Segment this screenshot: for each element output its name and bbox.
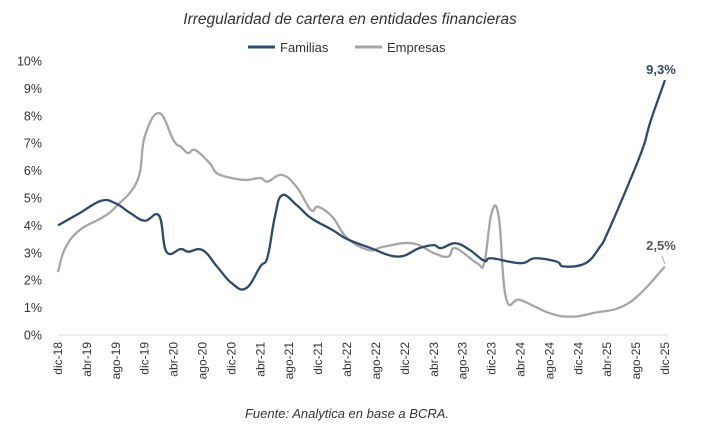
y-tick-label: 0% <box>24 329 42 343</box>
end-label-familias: 9,3% <box>646 62 676 77</box>
legend-label-empresas: Empresas <box>387 40 446 55</box>
y-axis: 0% 1% 2% 3% 4% 5% 6% 7% 8% 9% 10% <box>17 55 42 343</box>
x-tick-label: abr-24 <box>513 342 527 377</box>
x-tick-label: dic-23 <box>485 342 499 375</box>
x-tick-label: dic-24 <box>571 342 585 375</box>
x-tick-label: ago-22 <box>369 342 383 380</box>
legend: Familias Empresas <box>248 40 446 55</box>
x-tick-label: dic-25 <box>658 342 672 375</box>
x-tick-label: dic-21 <box>311 342 325 375</box>
y-tick-label: 10% <box>17 55 42 69</box>
y-tick-label: 6% <box>24 164 42 178</box>
x-tick-label: ago-19 <box>109 342 123 380</box>
legend-label-familias: Familias <box>280 40 329 55</box>
source-note: Fuente: Analytica en base a BCRA. <box>245 406 449 421</box>
x-tick-label: ago-20 <box>196 342 210 380</box>
x-tick-label: dic-19 <box>138 342 152 375</box>
series-line-empresas <box>56 111 666 318</box>
y-tick-label: 2% <box>24 274 42 288</box>
x-axis: dic-18 abr-19 ago-19 dic-19 abr-20 ago-20 dic-… <box>51 342 672 380</box>
x-tick-label: ago-24 <box>542 342 556 380</box>
x-tick-label: abr-25 <box>600 342 614 377</box>
x-tick-label: abr-21 <box>253 342 267 377</box>
y-tick-label: 1% <box>24 301 42 315</box>
x-tick-label: dic-18 <box>51 342 65 375</box>
y-tick-label: 5% <box>24 192 42 206</box>
x-tick-label: abr-23 <box>427 342 441 377</box>
end-label-leader-empresas <box>661 255 666 265</box>
x-tick-label: ago-23 <box>456 342 470 380</box>
x-tick-label: ago-21 <box>282 342 296 380</box>
end-label-empresas: 2,5% <box>646 238 676 253</box>
y-tick-label: 8% <box>24 109 42 123</box>
x-tick-label: abr-22 <box>340 342 354 377</box>
y-tick-label: 9% <box>24 82 42 96</box>
chart-title: Irregularidad de cartera en entidades fi… <box>183 11 517 28</box>
x-tick-label: dic-22 <box>398 342 412 375</box>
y-tick-label: 4% <box>24 219 42 233</box>
series-lines <box>56 79 667 318</box>
x-tick-label: dic-20 <box>224 342 238 375</box>
y-tick-label: 3% <box>24 246 42 260</box>
series-line-familias <box>57 79 667 291</box>
x-tick-label: abr-20 <box>167 342 181 377</box>
x-tick-label: abr-19 <box>80 342 94 377</box>
y-tick-label: 7% <box>24 137 42 151</box>
x-tick-label: ago-25 <box>629 342 643 380</box>
